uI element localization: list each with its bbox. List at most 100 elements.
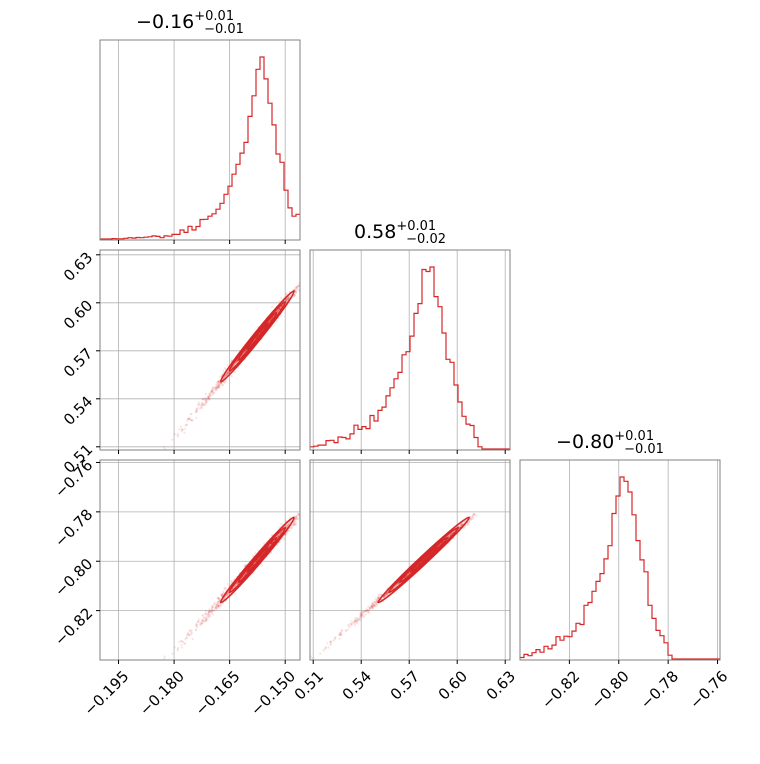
scatter-point <box>224 587 227 590</box>
scatter-point <box>173 433 176 436</box>
y-tick-label: 0.63 <box>60 248 96 284</box>
scatter-point <box>180 646 183 649</box>
scatter-point <box>371 604 374 607</box>
scatter-point <box>202 397 205 400</box>
x-tick-label: −0.195 <box>80 667 132 719</box>
scatter-point <box>209 394 212 397</box>
x-tick-label: 0.63 <box>483 667 519 703</box>
scatter-point <box>294 288 298 291</box>
scatter-point <box>212 387 215 390</box>
scatter-point <box>338 633 341 637</box>
scatter-point <box>202 404 205 407</box>
scatter-point <box>217 380 220 383</box>
scatter-point <box>350 624 353 627</box>
scatter-point <box>204 400 207 404</box>
scatter-point <box>196 620 199 623</box>
scatter-point <box>330 642 333 645</box>
scatter-point <box>234 362 237 365</box>
scatter-point <box>322 649 325 652</box>
scatter-point <box>219 382 223 385</box>
scatter-point <box>217 386 220 390</box>
scatter-point <box>385 593 388 596</box>
scatter-point <box>226 371 229 374</box>
scatter-point <box>286 299 289 302</box>
scatter-point <box>200 401 203 404</box>
scatter-point <box>207 397 210 400</box>
scatter-point <box>185 636 188 639</box>
scatter-point <box>223 367 226 370</box>
scatter-point <box>197 403 200 406</box>
scatter-point <box>195 410 198 413</box>
scatter-point <box>204 609 207 613</box>
y-tick-label: 0.60 <box>60 296 96 332</box>
scatter-point <box>217 604 220 607</box>
scatter-point <box>208 392 211 395</box>
scatter-point <box>338 637 341 641</box>
scatter-point <box>217 383 221 386</box>
scatter-point <box>202 403 205 406</box>
scatter-point <box>233 364 236 367</box>
scatter-point <box>186 417 190 420</box>
scatter-point <box>205 401 208 404</box>
title-plus: +0.01 <box>614 429 654 444</box>
scatter-point <box>195 624 198 627</box>
scatter-point <box>278 308 281 311</box>
scatter-point <box>202 398 205 401</box>
y-tick-label: −0.80 <box>51 555 96 600</box>
scatter-point <box>217 383 221 386</box>
scatter-point <box>285 299 288 302</box>
scatter-point <box>217 379 220 383</box>
scatter-point <box>205 401 208 404</box>
scatter-point <box>297 285 300 288</box>
scatter-point <box>226 364 229 367</box>
scatter-point <box>195 417 198 420</box>
scatter-point <box>207 397 210 400</box>
scatter-point <box>195 407 198 410</box>
scatter-point <box>201 398 204 401</box>
scatter-point <box>226 372 229 375</box>
scatter-point <box>472 517 475 520</box>
scatter-point <box>176 434 179 437</box>
scatter-point <box>197 404 200 407</box>
scatter-point <box>346 628 349 631</box>
y-tick-label: 0.54 <box>60 392 96 428</box>
scatter-point <box>191 419 194 422</box>
scatter-point <box>195 629 198 632</box>
scatter-point <box>183 431 186 434</box>
x-tick-label: 0.54 <box>339 667 375 703</box>
scatter-point <box>176 649 180 652</box>
title-value: −0.80 <box>556 431 614 453</box>
scatter-point <box>163 655 166 658</box>
scatter-point <box>269 319 272 322</box>
scatter-point <box>213 609 216 612</box>
scatter-point <box>475 514 478 517</box>
scatter-point <box>190 631 193 634</box>
scatter-point <box>278 307 281 310</box>
scatter-point <box>221 384 224 387</box>
scatter-point <box>190 629 193 632</box>
scatter-point <box>190 418 193 421</box>
scatter-point <box>285 298 289 301</box>
scatter-point <box>278 307 281 311</box>
y-tick-label: 0.57 <box>60 344 96 380</box>
scatter-point <box>278 308 281 311</box>
scatter-point <box>211 390 214 393</box>
scatter-point <box>354 616 357 620</box>
scatter-point <box>353 619 356 622</box>
hist-title-1: 0.58+0.01 −0.02 <box>354 219 446 247</box>
scatter-point <box>374 598 377 601</box>
scatter-point <box>356 622 359 625</box>
scatter-point <box>201 404 204 407</box>
scatter-point <box>233 370 236 374</box>
scatter-panel-0-1 <box>96 249 301 454</box>
x-tick-label: −0.150 <box>247 667 299 719</box>
scatter-point <box>216 386 219 389</box>
scatter-point <box>223 381 226 384</box>
hist-panel-1: 0.58+0.01 −0.02 <box>309 219 511 454</box>
scatter-point <box>208 396 211 399</box>
scatter-point <box>214 607 217 610</box>
scatter-point <box>327 646 330 649</box>
scatter-point <box>202 619 205 622</box>
scatter-point <box>210 389 213 392</box>
scatter-point <box>226 371 229 374</box>
